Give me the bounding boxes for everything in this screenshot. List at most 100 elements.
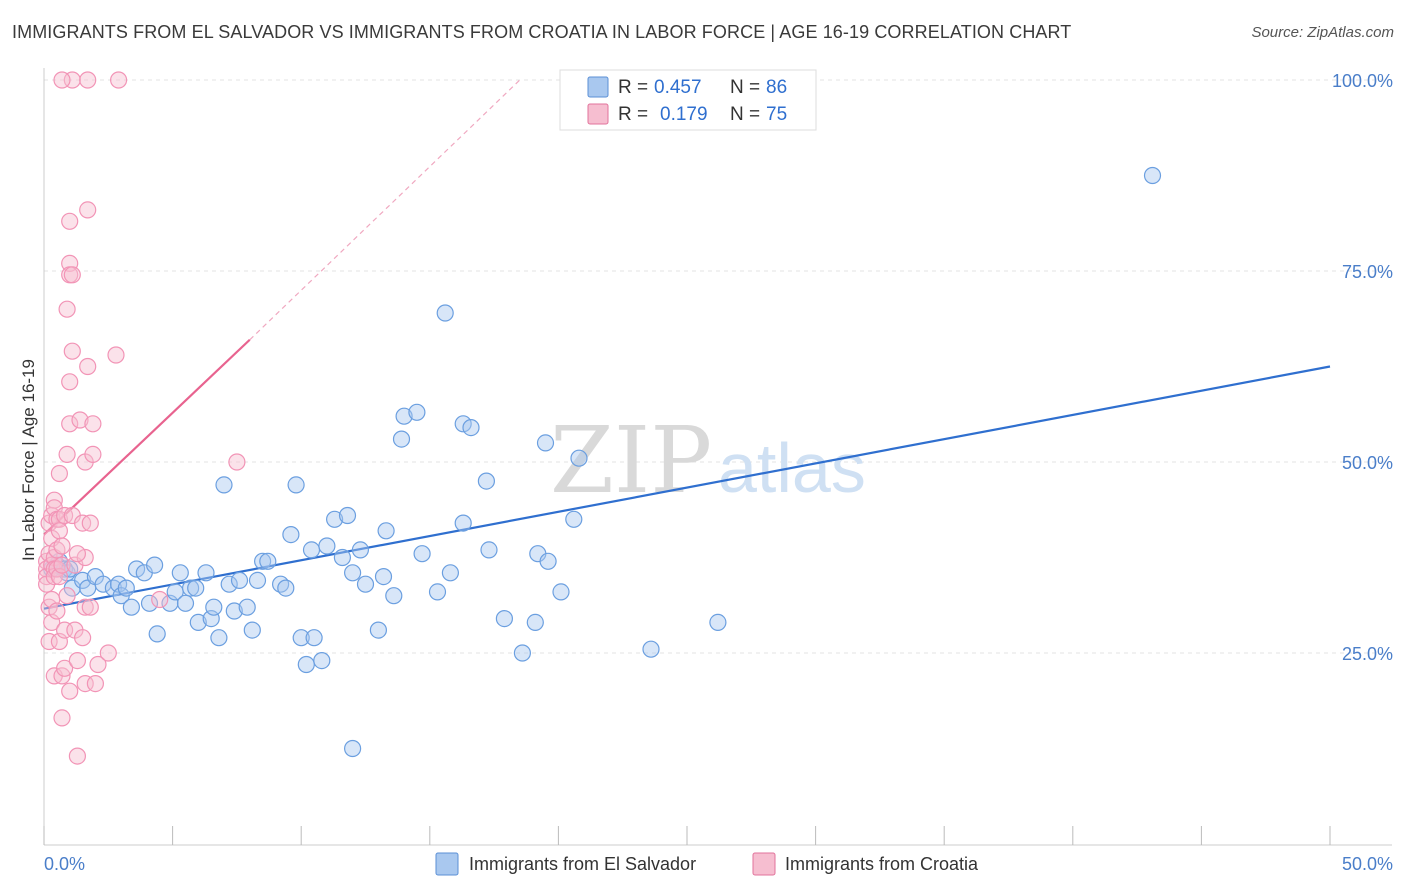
point-el-salvador-34 bbox=[230, 571, 249, 590]
point-croatia-68 bbox=[107, 346, 125, 364]
point-el-salvador-30 bbox=[210, 629, 228, 647]
bottom-legend: Immigrants from El Salvador Immigrants f… bbox=[435, 852, 979, 876]
x-tick-label-0: 0.0% bbox=[44, 854, 85, 874]
y-tick-label-1: 50.0% bbox=[1342, 453, 1393, 473]
point-el-salvador-42 bbox=[282, 525, 300, 544]
point-el-salvador-37 bbox=[248, 571, 267, 590]
point-el-salvador-61 bbox=[392, 430, 411, 448]
legend-r-value-el-salvador: 0.457 bbox=[654, 77, 702, 98]
point-el-salvador-47 bbox=[305, 629, 323, 647]
point-croatia-67 bbox=[99, 644, 117, 662]
point-croatia-71 bbox=[228, 453, 246, 471]
point-el-salvador-83 bbox=[709, 613, 727, 632]
point-el-salvador-64 bbox=[413, 545, 431, 563]
point-el-salvador-67 bbox=[441, 564, 459, 582]
legend-r-label-croatia: R = bbox=[618, 104, 648, 125]
point-el-salvador-60 bbox=[385, 587, 403, 605]
point-el-salvador-63 bbox=[408, 403, 426, 421]
point-el-salvador-23 bbox=[171, 564, 189, 582]
point-croatia-55 bbox=[76, 548, 94, 567]
point-el-salvador-46 bbox=[302, 541, 321, 559]
point-el-salvador-25 bbox=[182, 579, 200, 597]
point-croatia-69 bbox=[109, 71, 128, 89]
point-croatia-61 bbox=[81, 514, 99, 532]
point-croatia-50 bbox=[68, 747, 87, 765]
point-el-salvador-55 bbox=[351, 541, 369, 559]
point-el-salvador-51 bbox=[333, 548, 351, 567]
source-label: Source: ZipAtlas.com bbox=[1251, 24, 1394, 41]
point-el-salvador-70 bbox=[462, 419, 480, 437]
point-croatia-34 bbox=[55, 659, 74, 677]
legend-r-label-el-salvador: R = bbox=[618, 77, 648, 98]
legend-n-value-croatia: 75 bbox=[766, 104, 787, 125]
point-croatia-45 bbox=[63, 266, 81, 284]
legend-n-value-el-salvador: 86 bbox=[766, 77, 787, 98]
bottom-legend-label-croatia: Immigrants from Croatia bbox=[785, 854, 979, 874]
point-croatia-42 bbox=[61, 415, 79, 433]
point-el-salvador-53 bbox=[344, 739, 362, 758]
point-el-salvador-62 bbox=[395, 407, 413, 425]
point-el-salvador-72 bbox=[480, 541, 498, 559]
point-croatia-52 bbox=[71, 411, 89, 429]
point-el-salvador-54 bbox=[344, 564, 362, 582]
point-el-salvador-31 bbox=[215, 476, 233, 494]
axes bbox=[43, 68, 1392, 846]
point-el-salvador-74 bbox=[513, 644, 532, 662]
point-el-salvador-84 bbox=[1143, 166, 1162, 185]
grid-lines bbox=[44, 79, 1392, 654]
point-croatia-64 bbox=[84, 445, 102, 463]
point-el-salvador-78 bbox=[536, 434, 555, 452]
legend-n-label-el-salvador: N = bbox=[730, 77, 760, 98]
point-el-salvador-48 bbox=[313, 651, 331, 670]
point-el-salvador-50 bbox=[326, 510, 344, 528]
point-el-salvador-45 bbox=[297, 655, 315, 674]
y-tick-label-0: 25.0% bbox=[1342, 644, 1393, 664]
point-croatia-23 bbox=[50, 464, 69, 483]
point-el-salvador-27 bbox=[197, 564, 215, 582]
point-croatia-51 bbox=[68, 651, 87, 670]
point-el-salvador-65 bbox=[428, 583, 447, 601]
point-el-salvador-52 bbox=[338, 506, 357, 525]
point-el-salvador-68 bbox=[454, 514, 472, 532]
point-el-salvador-56 bbox=[356, 575, 375, 593]
x-tick-label-1: 50.0% bbox=[1342, 854, 1393, 874]
point-croatia-36 bbox=[58, 445, 76, 463]
trend-lines bbox=[43, 79, 1331, 610]
legend-n-label-croatia: N = bbox=[730, 104, 760, 125]
point-el-salvador-26 bbox=[189, 613, 207, 632]
point-el-salvador-73 bbox=[495, 609, 513, 628]
point-el-salvador-18 bbox=[140, 594, 159, 612]
point-el-salvador-81 bbox=[570, 449, 588, 467]
y-tick-labels: 25.0% 50.0% 75.0% 100.0% bbox=[1332, 71, 1393, 664]
point-croatia-66 bbox=[89, 655, 107, 674]
point-el-salvador-49 bbox=[318, 537, 336, 555]
point-el-salvador-77 bbox=[539, 552, 557, 570]
bottom-legend-label-el-salvador: Immigrants from El Salvador bbox=[469, 854, 696, 874]
point-croatia-74 bbox=[73, 629, 92, 647]
point-el-salvador-41 bbox=[277, 579, 295, 597]
point-croatia-43 bbox=[61, 682, 79, 700]
point-croatia-70 bbox=[151, 590, 169, 609]
point-croatia-29 bbox=[53, 556, 71, 574]
point-el-salvador-58 bbox=[374, 567, 393, 586]
trend-line-croatia-extension bbox=[249, 79, 521, 341]
point-el-salvador-57 bbox=[369, 621, 387, 639]
point-el-salvador-36 bbox=[243, 621, 261, 639]
point-croatia-62 bbox=[81, 598, 99, 616]
y-axis-label: In Labor Force | Age 16-19 bbox=[19, 359, 38, 561]
point-croatia-25 bbox=[50, 522, 69, 540]
y-tick-label-2: 75.0% bbox=[1342, 262, 1393, 282]
point-el-salvador-24 bbox=[176, 594, 195, 612]
point-el-salvador-32 bbox=[220, 575, 238, 593]
point-croatia-46 bbox=[63, 342, 81, 360]
point-el-salvador-85 bbox=[187, 579, 205, 597]
point-croatia-31 bbox=[53, 709, 71, 727]
point-croatia-58 bbox=[79, 201, 97, 219]
point-croatia-28 bbox=[53, 537, 71, 555]
point-el-salvador-80 bbox=[565, 510, 583, 528]
point-el-salvador-79 bbox=[552, 583, 570, 601]
bottom-legend-swatch-croatia bbox=[752, 852, 776, 876]
data-points bbox=[37, 71, 1162, 765]
point-croatia-41 bbox=[61, 373, 79, 391]
